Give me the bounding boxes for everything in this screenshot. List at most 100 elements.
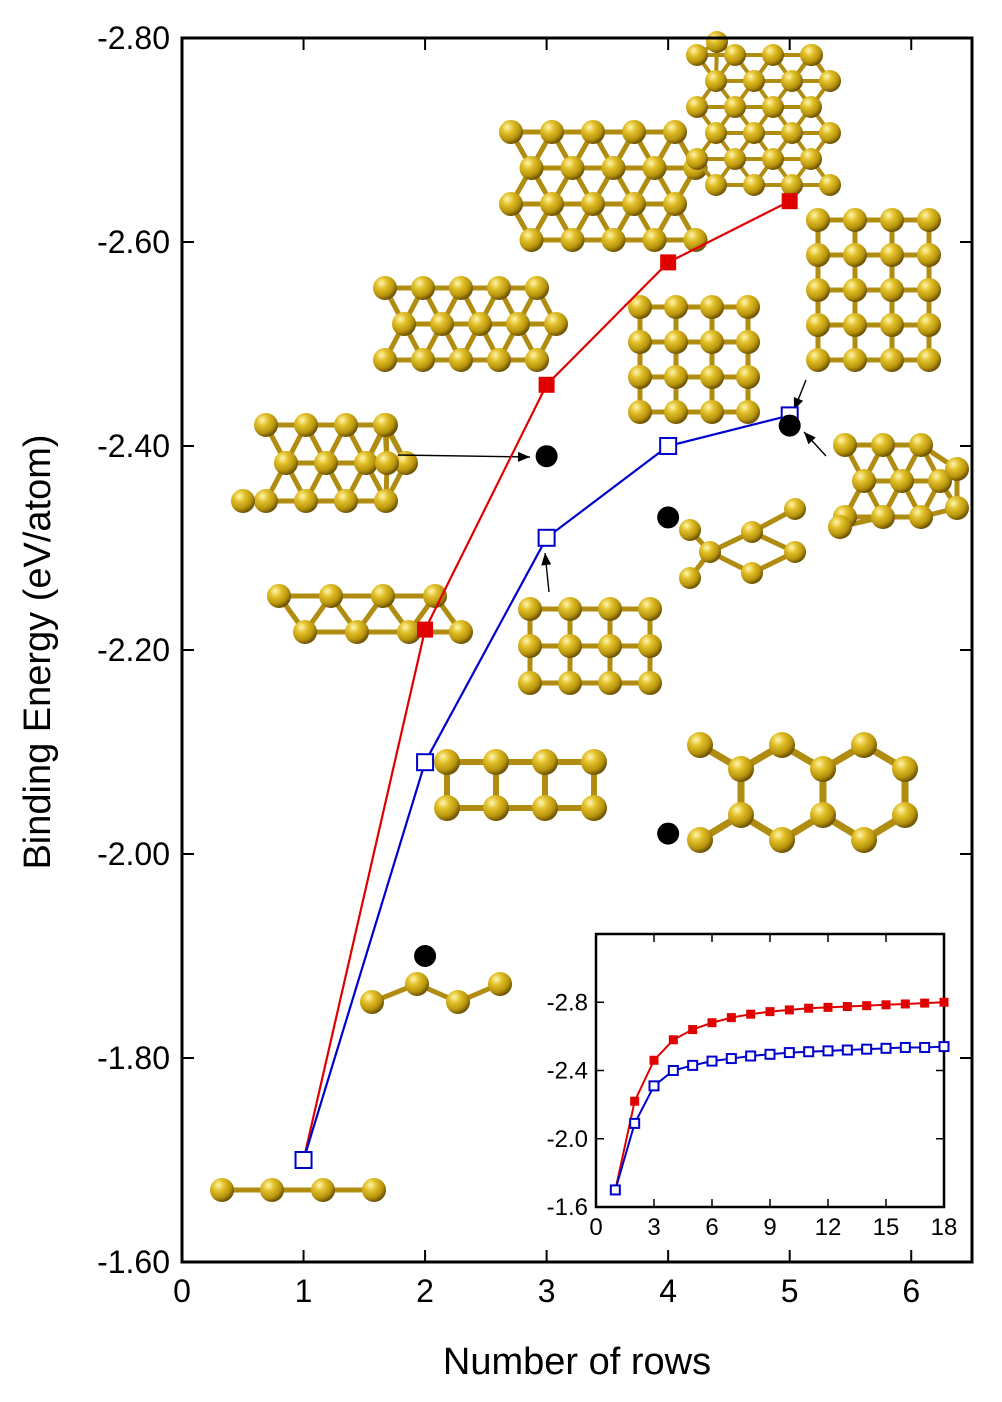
atom xyxy=(540,192,564,216)
atom xyxy=(892,756,918,782)
data-point xyxy=(919,1041,931,1053)
data-point xyxy=(746,1009,756,1019)
x-tick-label: 1 xyxy=(295,1273,313,1309)
atom xyxy=(806,208,830,232)
atom xyxy=(819,174,841,196)
atom xyxy=(664,330,688,354)
hexagonal xyxy=(687,732,918,853)
atom xyxy=(311,1178,335,1202)
atom xyxy=(628,330,652,354)
data-point xyxy=(804,1003,814,1013)
atom xyxy=(483,795,509,821)
data-point xyxy=(842,1002,852,1012)
atom xyxy=(762,44,784,66)
atom xyxy=(434,749,460,775)
inset-x-tick-label: 18 xyxy=(931,1214,958,1241)
atom xyxy=(736,400,760,424)
atom xyxy=(622,120,646,144)
atom xyxy=(806,313,830,337)
atom xyxy=(945,457,969,481)
atom xyxy=(638,597,662,621)
atom xyxy=(700,400,724,424)
atom xyxy=(231,489,255,513)
atom xyxy=(871,433,895,457)
atom xyxy=(781,122,803,144)
atom xyxy=(880,243,904,267)
atom xyxy=(373,413,397,437)
atom xyxy=(736,365,760,389)
atom xyxy=(560,228,585,252)
atom xyxy=(518,597,542,621)
atom xyxy=(762,148,784,170)
atom xyxy=(334,489,358,513)
atom xyxy=(558,634,582,658)
atom xyxy=(560,156,585,180)
zigzag-chain xyxy=(360,972,512,1014)
series-1 xyxy=(294,406,799,1169)
atom xyxy=(700,365,724,389)
atom xyxy=(686,148,708,170)
data-point xyxy=(822,1045,834,1057)
atom xyxy=(506,312,530,336)
atom xyxy=(434,795,460,821)
y-axis-label: Binding Energy (eV/atom) xyxy=(17,434,59,869)
x-tick-label: 4 xyxy=(659,1273,677,1309)
x-axis-label: Number of rows xyxy=(443,1341,711,1383)
data-point xyxy=(781,193,798,210)
atom xyxy=(909,505,933,529)
data-point xyxy=(880,1042,892,1054)
atom xyxy=(519,156,544,180)
atom xyxy=(519,228,544,252)
data-point xyxy=(659,437,678,455)
inset-x-tick-label: 0 xyxy=(589,1214,602,1241)
bonds xyxy=(444,759,597,811)
atom xyxy=(483,749,509,775)
atom xyxy=(917,313,941,337)
atom xyxy=(449,620,473,644)
x-tick-label: 0 xyxy=(173,1273,191,1309)
data-point xyxy=(668,1035,678,1045)
triangular-4row xyxy=(373,276,568,372)
x-tick-label: 2 xyxy=(416,1273,434,1309)
atom xyxy=(518,671,542,695)
atom xyxy=(628,400,652,424)
triangular-6row xyxy=(686,31,841,196)
atom xyxy=(664,295,688,319)
inset-x-tick-label: 15 xyxy=(873,1214,900,1241)
atom xyxy=(743,70,765,92)
data-point xyxy=(881,1000,891,1010)
atom xyxy=(843,278,867,302)
atomic-structures xyxy=(210,31,969,1202)
pointer-arrow xyxy=(397,454,531,458)
arrow-head xyxy=(541,553,552,566)
atom xyxy=(294,489,318,513)
atom xyxy=(705,174,727,196)
atom xyxy=(781,174,803,196)
atom xyxy=(397,620,421,644)
atom xyxy=(833,433,857,457)
atom xyxy=(449,348,473,372)
atom xyxy=(345,620,369,644)
data-point xyxy=(657,506,680,529)
atom xyxy=(334,413,358,437)
atom xyxy=(700,295,724,319)
data-point xyxy=(537,528,556,547)
atom xyxy=(810,802,836,828)
atom xyxy=(499,120,523,144)
atom xyxy=(598,597,622,621)
atom xyxy=(622,192,646,216)
atom xyxy=(851,827,877,853)
atom xyxy=(769,732,795,758)
bonds xyxy=(815,217,932,363)
data-point xyxy=(841,1044,853,1056)
atom xyxy=(254,413,278,437)
data-point xyxy=(687,1059,699,1071)
atom xyxy=(663,192,687,216)
atom xyxy=(843,243,867,267)
x-tick-label: 5 xyxy=(781,1273,799,1309)
atom xyxy=(679,567,701,589)
atom xyxy=(800,148,822,170)
atom xyxy=(871,505,895,529)
atom xyxy=(525,348,549,372)
